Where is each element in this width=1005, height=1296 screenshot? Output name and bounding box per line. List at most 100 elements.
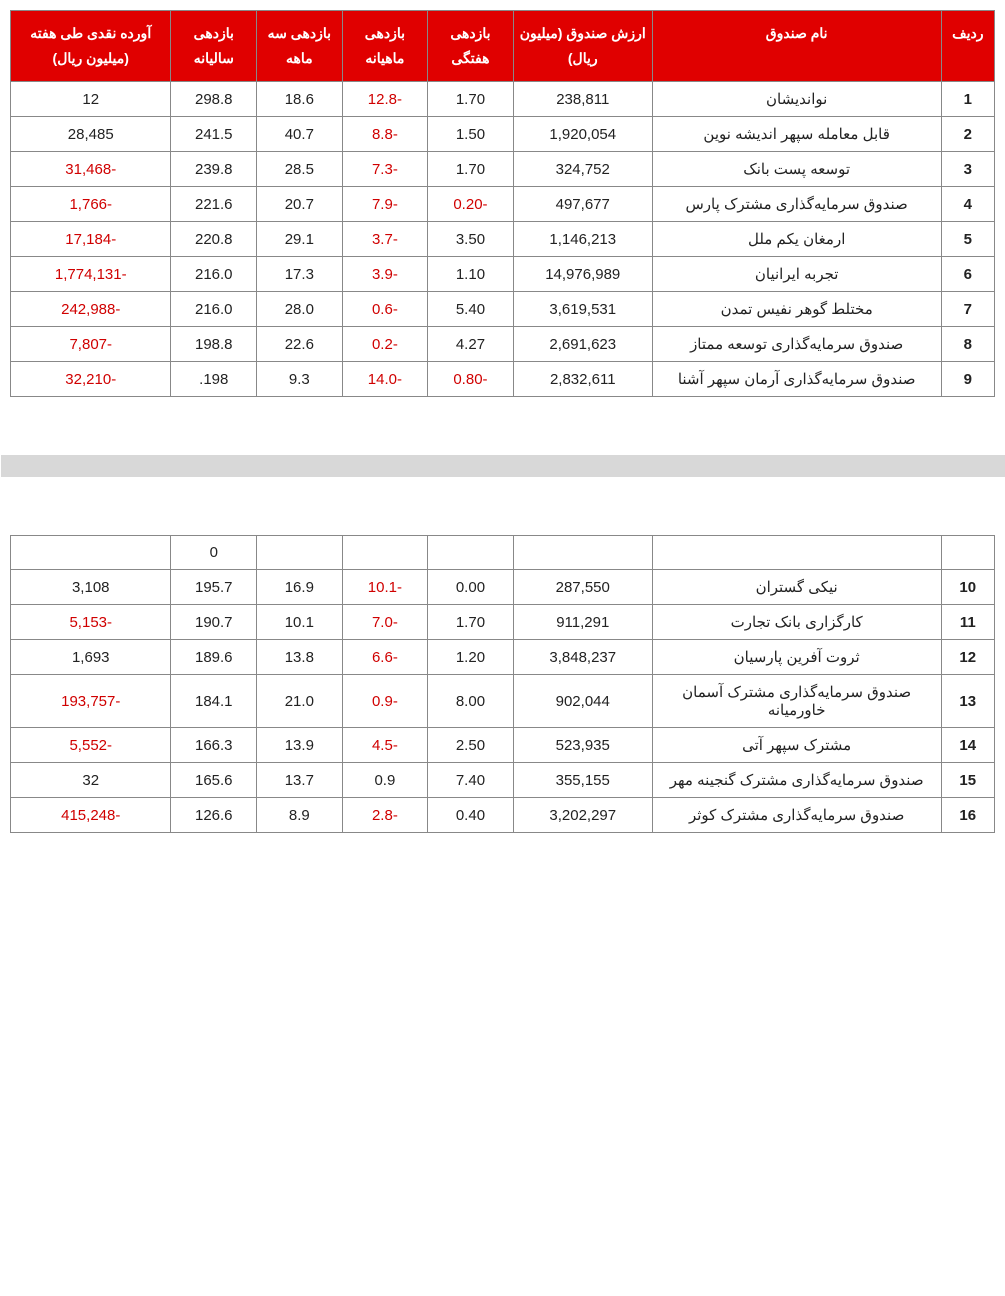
- cell-value: 3,619,531: [513, 292, 652, 327]
- cell-idx: 14: [941, 728, 994, 763]
- cell-idx: 12: [941, 640, 994, 675]
- table-row: 14مشترک سپهر آتی523,9352.50-4.513.9166.3…: [11, 728, 995, 763]
- cell-value: 3,202,297: [513, 798, 652, 833]
- table-header: ردیف نام صندوق ارزش صندوق (میلیون ریال) …: [11, 11, 995, 82]
- cell-monthly: -10.1: [342, 570, 428, 605]
- th-name: نام صندوق: [652, 11, 941, 82]
- cell-value: 497,677: [513, 187, 652, 222]
- table-row-stub: 0: [11, 536, 995, 570]
- cell-yearly: 184.1: [171, 675, 257, 728]
- cell-quarterly: 29.1: [257, 222, 343, 257]
- cell-quarterly: 22.6: [257, 327, 343, 362]
- cell-idx: 3: [941, 152, 994, 187]
- cell-flow: 32: [11, 763, 171, 798]
- cell-name: توسعه پست بانک: [652, 152, 941, 187]
- cell-name: صندوق سرمایه‌گذاری مشترک آسمان خاورمیانه: [652, 675, 941, 728]
- table-row: 10نیکی گستران287,5500.00-10.116.9195.73,…: [11, 570, 995, 605]
- cell-value: 355,155: [513, 763, 652, 798]
- cell-monthly: -7.0: [342, 605, 428, 640]
- cell-weekly: 0.40: [428, 798, 514, 833]
- cell-yearly: 198.8: [171, 327, 257, 362]
- cell-value: 1,146,213: [513, 222, 652, 257]
- table-row: 9صندوق سرمایه‌گذاری آرمان سپهر آشنا2,832…: [11, 362, 995, 397]
- cell-yearly: 241.5: [171, 117, 257, 152]
- cell-yearly: 195.7: [171, 570, 257, 605]
- cell-quarterly: 9.3: [257, 362, 343, 397]
- table-row: 12ثروت آفرین پارسیان3,848,2371.20-6.613.…: [11, 640, 995, 675]
- cell-quarterly: 10.1: [257, 605, 343, 640]
- cell-name: صندوق سرمایه‌گذاری مشترک گنجینه مهر: [652, 763, 941, 798]
- cell-name: نواندیشان: [652, 82, 941, 117]
- cell-weekly: 3.50: [428, 222, 514, 257]
- cell-monthly: 0.9: [342, 763, 428, 798]
- cell-monthly: -7.3: [342, 152, 428, 187]
- cell-weekly: 8.00: [428, 675, 514, 728]
- cell-weekly: -0.20: [428, 187, 514, 222]
- cell-monthly: -2.8: [342, 798, 428, 833]
- th-idx: ردیف: [941, 11, 994, 82]
- cell-flow: 3,108: [11, 570, 171, 605]
- cell-name: ثروت آفرین پارسیان: [652, 640, 941, 675]
- cell-monthly: -3.9: [342, 257, 428, 292]
- cell-idx: 9: [941, 362, 994, 397]
- cell-name: کارگزاری بانک تجارت: [652, 605, 941, 640]
- cell-idx: 7: [941, 292, 994, 327]
- cell-weekly: 5.40: [428, 292, 514, 327]
- cell-value: 2,832,611: [513, 362, 652, 397]
- cell-yearly: 189.6: [171, 640, 257, 675]
- cell-name: صندوق سرمایه‌گذاری آرمان سپهر آشنا: [652, 362, 941, 397]
- cell-name: مشترک سپهر آتی: [652, 728, 941, 763]
- cell-value: 238,811: [513, 82, 652, 117]
- table-row: 6تجربه ایرانیان14,976,9891.10-3.917.3216…: [11, 257, 995, 292]
- cell-yearly: 165.6: [171, 763, 257, 798]
- th-flow: آورده نقدی طی هفته (میلیون ریال): [11, 11, 171, 82]
- cell-flow: -31,468: [11, 152, 171, 187]
- cell-monthly: -0.9: [342, 675, 428, 728]
- cell-quarterly: 21.0: [257, 675, 343, 728]
- cell-quarterly: 28.0: [257, 292, 343, 327]
- cell-name: مختلط گوهر نفیس تمدن: [652, 292, 941, 327]
- cell-yearly: 166.3: [171, 728, 257, 763]
- cell-name: صندوق سرمایه‌گذاری مشترک کوثر: [652, 798, 941, 833]
- cell-value: 3,848,237: [513, 640, 652, 675]
- cell-quarterly: 17.3: [257, 257, 343, 292]
- table-body: 1نواندیشان238,8111.70-12.818.6298.8122قا…: [11, 82, 995, 833]
- cell-flow: 1,693: [11, 640, 171, 675]
- table-row: 4صندوق سرمایه‌گذاری مشترک پارس497,677-0.…: [11, 187, 995, 222]
- cell-weekly: 1.20: [428, 640, 514, 675]
- cell-flow: -1,774,131: [11, 257, 171, 292]
- cell-flow: 28,485: [11, 117, 171, 152]
- cell-idx: 8: [941, 327, 994, 362]
- cell-flow: -1,766: [11, 187, 171, 222]
- cell-quarterly: 18.6: [257, 82, 343, 117]
- cell-monthly: -6.6: [342, 640, 428, 675]
- cell-monthly: -14.0: [342, 362, 428, 397]
- cell-yearly: 239.8: [171, 152, 257, 187]
- table-row: 1نواندیشان238,8111.70-12.818.6298.812: [11, 82, 995, 117]
- cell-monthly: -8.8: [342, 117, 428, 152]
- cell-quarterly: 13.9: [257, 728, 343, 763]
- cell-value: 324,752: [513, 152, 652, 187]
- cell-yearly: 221.6: [171, 187, 257, 222]
- cell-idx: 15: [941, 763, 994, 798]
- cell-yearly: 216.0: [171, 257, 257, 292]
- cell-idx: 10: [941, 570, 994, 605]
- cell-flow: 12: [11, 82, 171, 117]
- cell-weekly: -0.80: [428, 362, 514, 397]
- cell-value: 1,920,054: [513, 117, 652, 152]
- cell-yearly: 190.7: [171, 605, 257, 640]
- cell-weekly: 1.70: [428, 605, 514, 640]
- th-month: بازدهی ماهیانه: [342, 11, 428, 82]
- cell-weekly: 0.00: [428, 570, 514, 605]
- cell-yearly: 198.: [171, 362, 257, 397]
- cell-monthly: -12.8: [342, 82, 428, 117]
- cell-yearly: 126.6: [171, 798, 257, 833]
- cell-name: تجربه ایرانیان: [652, 257, 941, 292]
- cell-weekly: 1.50: [428, 117, 514, 152]
- table-row: 15صندوق سرمایه‌گذاری مشترک گنجینه مهر355…: [11, 763, 995, 798]
- table-row: 5ارمغان یکم ملل1,146,2133.50-3.729.1220.…: [11, 222, 995, 257]
- cell-value: 2,691,623: [513, 327, 652, 362]
- table-row: 13صندوق سرمایه‌گذاری مشترک آسمان خاورمیا…: [11, 675, 995, 728]
- cell-flow: -242,988: [11, 292, 171, 327]
- cell-idx: 16: [941, 798, 994, 833]
